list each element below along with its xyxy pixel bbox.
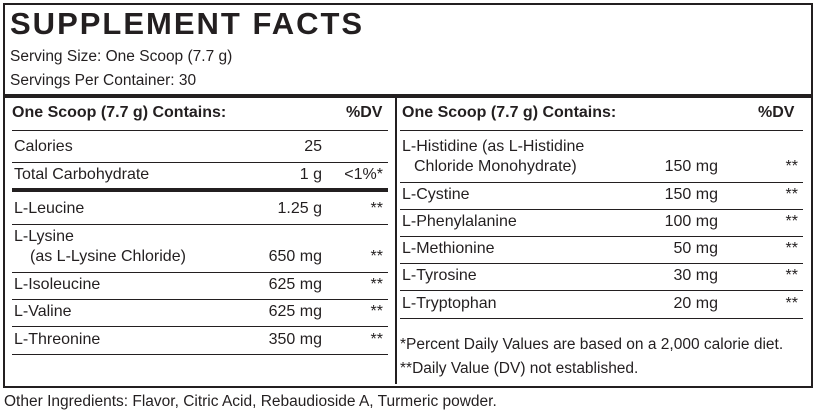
- nutrient-name: L-Isoleucine: [14, 276, 101, 293]
- divider: [400, 263, 803, 264]
- nutrient-amount: 1 g: [299, 166, 322, 183]
- left-dv-header: %DV: [346, 104, 383, 121]
- divider: [400, 290, 803, 291]
- nutrient-dv: **: [370, 303, 383, 320]
- divider: [12, 130, 388, 131]
- nutrient-name: L-Leucine: [14, 200, 85, 217]
- divider: [400, 182, 803, 183]
- nutrient-amount: 150 mg: [664, 158, 718, 175]
- nutrient-dv: **: [370, 331, 383, 348]
- nutrient-name: L-Tryptophan: [402, 295, 497, 312]
- right-dv-header: %DV: [758, 104, 795, 121]
- nutrient-dv: <1%*: [344, 166, 383, 183]
- divider: [400, 236, 803, 237]
- right-header: One Scoop (7.7 g) Contains:: [402, 104, 617, 121]
- footnote-not-established: **Daily Value (DV) not established.: [400, 360, 639, 377]
- nutrient-name-detail: Chloride Monohydrate): [414, 158, 577, 175]
- panel-title: SUPPLEMENT FACTS: [10, 6, 365, 41]
- nutrient-name-detail: (as L-Lysine Chloride): [30, 248, 186, 265]
- nutrient-name: L-Threonine: [14, 331, 101, 348]
- nutrient-amount: 25: [304, 138, 322, 155]
- divider: [12, 299, 388, 300]
- nutrient-amount: 625 mg: [268, 303, 322, 320]
- nutrient-name: L-Cystine: [402, 186, 470, 203]
- column-divider: [395, 98, 397, 384]
- nutrient-dv: **: [785, 240, 798, 257]
- nutrient-dv: **: [370, 200, 383, 217]
- divider: [12, 272, 388, 273]
- divider-thick: [5, 94, 811, 98]
- nutrient-name: L-Methionine: [402, 240, 495, 257]
- divider: [12, 224, 388, 225]
- nutrient-dv: **: [785, 267, 798, 284]
- nutrient-name: L-Phenylalanine: [402, 213, 517, 230]
- divider: [12, 162, 388, 163]
- nutrient-dv: **: [785, 213, 798, 230]
- nutrient-amount: 650 mg: [268, 248, 322, 265]
- other-ingredients: Other Ingredients: Flavor, Citric Acid, …: [4, 393, 497, 410]
- nutrient-name: L-Histidine (as L-Histidine: [402, 138, 585, 155]
- divider: [12, 354, 388, 355]
- nutrient-dv: **: [785, 158, 798, 175]
- nutrient-dv: **: [370, 276, 383, 293]
- divider: [12, 326, 388, 327]
- divider: [400, 130, 803, 131]
- nutrient-dv: **: [370, 248, 383, 265]
- nutrient-name: L-Lysine: [14, 228, 74, 245]
- nutrient-name: L-Valine: [14, 303, 72, 320]
- nutrient-dv: **: [785, 295, 798, 312]
- nutrient-name: Calories: [14, 138, 73, 155]
- divider: [400, 318, 803, 319]
- left-header: One Scoop (7.7 g) Contains:: [12, 104, 227, 121]
- supplement-facts-panel: [3, 3, 813, 388]
- divider: [400, 209, 803, 210]
- serving-size: Serving Size: One Scoop (7.7 g): [10, 48, 233, 65]
- nutrient-amount: 100 mg: [664, 213, 718, 230]
- servings-per-container: Servings Per Container: 30: [10, 72, 197, 89]
- nutrient-amount: 150 mg: [664, 186, 718, 203]
- nutrient-name: L-Tyrosine: [402, 267, 477, 284]
- nutrient-amount: 625 mg: [268, 276, 322, 293]
- nutrient-amount: 350 mg: [268, 331, 322, 348]
- nutrient-dv: **: [785, 186, 798, 203]
- nutrient-amount: 30 mg: [673, 267, 718, 284]
- footnote-dv: *Percent Daily Values are based on a 2,0…: [400, 336, 784, 353]
- nutrient-amount: 20 mg: [673, 295, 718, 312]
- nutrient-amount: 1.25 g: [277, 200, 322, 217]
- nutrient-name: Total Carbohydrate: [14, 166, 150, 183]
- divider: [12, 188, 388, 192]
- nutrient-amount: 50 mg: [673, 240, 718, 257]
